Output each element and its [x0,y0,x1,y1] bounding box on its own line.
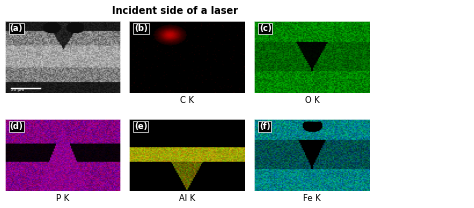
Text: (e): (e) [134,122,147,131]
Text: (a): (a) [9,24,23,33]
X-axis label: Fe K: Fe K [303,194,321,203]
X-axis label: O K: O K [305,96,319,105]
X-axis label: C K: C K [180,96,194,105]
Text: Incident side of a laser: Incident side of a laser [112,6,238,16]
X-axis label: P K: P K [56,194,69,203]
Text: (f): (f) [259,122,270,131]
Text: (c): (c) [259,24,272,33]
X-axis label: Al K: Al K [179,194,195,203]
Text: 20 μm: 20 μm [11,88,24,92]
Text: (d): (d) [9,122,23,131]
Text: (b): (b) [134,24,148,33]
